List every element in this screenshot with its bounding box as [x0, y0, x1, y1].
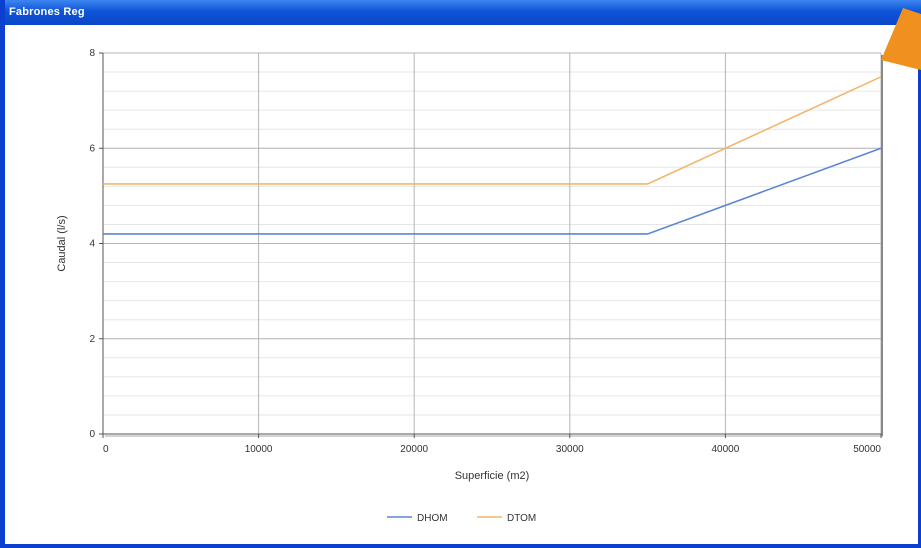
y-tick-label: 4 — [89, 239, 95, 250]
x-tick-label: 30000 — [556, 444, 584, 455]
x-tick-label: 20000 — [400, 444, 428, 455]
x-tick-label: 40000 — [711, 444, 739, 455]
y-tick-label: 6 — [89, 143, 95, 154]
y-tick-label: 8 — [89, 48, 95, 59]
x-tick-label: 50000 — [853, 444, 881, 455]
legend-label-dtom: DTOM — [507, 513, 536, 524]
y-tick-label: 0 — [89, 429, 95, 440]
legend: DHOM DTOM — [387, 513, 536, 524]
legend-label-dhom: DHOM — [417, 513, 448, 524]
x-tick-label: 0 — [103, 444, 109, 455]
orange-arrow-pointer-icon — [881, 8, 921, 70]
line-chart: 0 2 4 6 8 0 10000 20000 30000 40000 50000 Superfic… — [5, 0, 921, 544]
y-tick-label: 2 — [89, 334, 95, 345]
x-tick-label: 10000 — [245, 444, 273, 455]
y-axis-title: Caudal (l/s) — [56, 215, 68, 271]
grid — [103, 53, 881, 434]
x-axis-title: Superficie (m2) — [455, 470, 530, 482]
